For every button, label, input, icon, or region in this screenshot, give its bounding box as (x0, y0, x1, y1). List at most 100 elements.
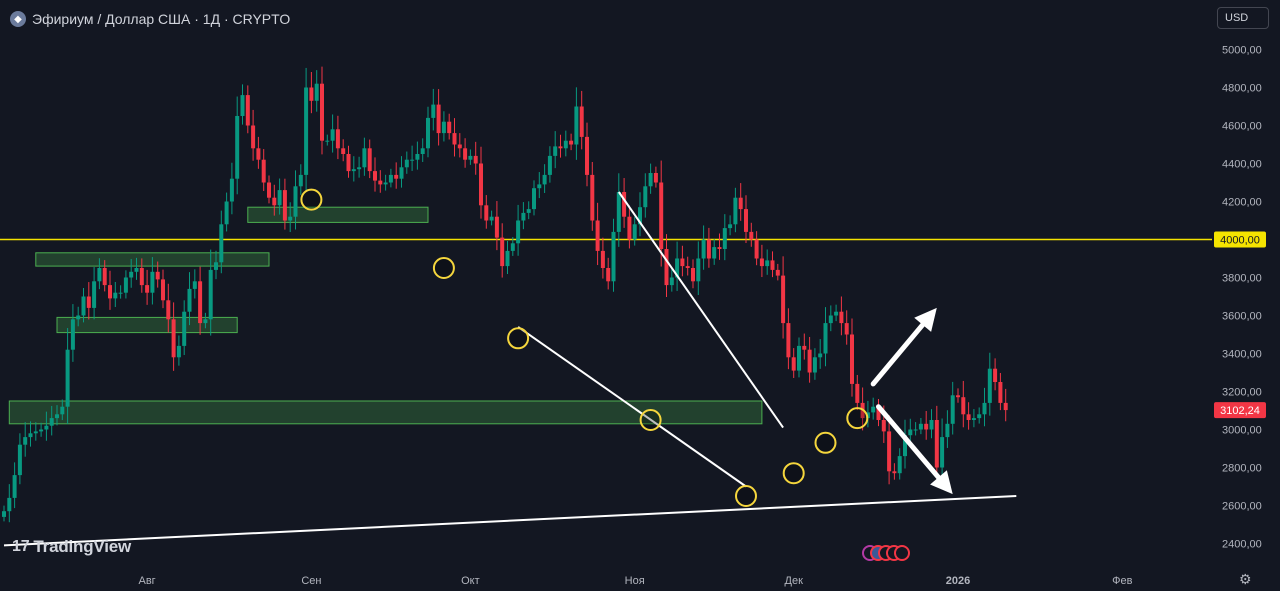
currency-button[interactable]: USD (1217, 7, 1269, 29)
candle-body (161, 279, 165, 301)
candle-body (288, 216, 293, 221)
highlight-circle (735, 485, 757, 507)
candle-body (717, 247, 722, 249)
candle-body (648, 173, 653, 187)
candle-body (918, 423, 923, 430)
x-tick-label: Авг (138, 575, 155, 587)
y-tick-label: 3400,00 (1222, 349, 1262, 361)
trendline (617, 191, 784, 429)
candle-body (463, 148, 468, 160)
candle-body (182, 311, 187, 346)
highlight-circle (300, 188, 323, 211)
candle-body (664, 249, 669, 286)
candle-body (81, 296, 86, 316)
candle-body (966, 414, 971, 420)
candle-body (585, 136, 589, 175)
candle-body (447, 121, 452, 134)
y-tick-label: 3800,00 (1222, 273, 1262, 285)
x-tick-label: Окт (461, 575, 480, 587)
highlight-circle (432, 257, 455, 279)
candle-body (855, 383, 860, 403)
candle-body (759, 258, 764, 267)
y-tick-label: 4600,00 (1222, 121, 1262, 133)
candle-body (929, 420, 934, 430)
trendline (3, 495, 1017, 547)
candle-body (240, 95, 245, 116)
candle-body (712, 247, 717, 259)
candle-body (373, 171, 377, 181)
highlight-circle (846, 407, 869, 430)
candle-body (65, 349, 70, 407)
y-tick-label: 3600,00 (1222, 311, 1262, 323)
candle-body (251, 125, 256, 149)
y-tick-label: 2600,00 (1222, 501, 1262, 513)
x-tick-label: Сен (301, 575, 321, 587)
symbol-title[interactable]: Эфириум / Доллар США · 1Д · CRYPTO (32, 11, 291, 27)
candle-body (696, 258, 701, 282)
events-icons[interactable] (862, 545, 910, 561)
candle-body (23, 437, 28, 445)
candle-body (823, 323, 828, 354)
candle-body (367, 148, 372, 172)
candle-body (818, 353, 823, 358)
candle-body (738, 197, 743, 210)
candle-body (722, 228, 727, 249)
candle-body (277, 190, 282, 206)
candle-body (526, 209, 531, 213)
candle-body (452, 133, 457, 145)
candle-body (871, 406, 876, 413)
candle-body (781, 275, 786, 324)
y-tick-label: 4400,00 (1222, 159, 1262, 171)
candle-body (547, 155, 552, 175)
candle-body (309, 87, 314, 101)
candle-body (765, 260, 770, 267)
y-tick-label: 4200,00 (1222, 197, 1262, 209)
highlight-circle (814, 431, 837, 454)
economic-event-icon[interactable] (894, 545, 910, 561)
candle-body (558, 146, 563, 149)
candle-body (267, 182, 271, 198)
candle-body (426, 117, 430, 149)
candle-body (346, 154, 351, 172)
watermark-text: TradingView (33, 537, 132, 556)
candle-body (229, 178, 234, 202)
ethereum-icon: ◆ (10, 11, 26, 27)
candle-body (76, 315, 81, 320)
candle-body (150, 271, 155, 293)
direction-arrow-up (870, 322, 926, 387)
gear-icon[interactable]: ⚙ (1239, 571, 1252, 587)
candle-body (479, 163, 483, 206)
candle-body (903, 435, 907, 457)
candle-body (436, 104, 441, 134)
candle-body (876, 406, 881, 420)
y-tick-label: 5000,00 (1222, 45, 1262, 57)
candle-body (404, 159, 409, 168)
candle-body (192, 281, 197, 289)
candle-body (108, 285, 112, 299)
candle-body (812, 357, 817, 373)
candle-body (208, 269, 213, 320)
candle-body (123, 277, 128, 293)
candle-body (176, 345, 181, 358)
candle-body (505, 250, 510, 267)
candle-body (357, 167, 362, 170)
candle-body (219, 224, 224, 263)
candle-body (691, 268, 695, 282)
candle-body (680, 258, 685, 267)
candle-body (950, 395, 955, 424)
tradingview-watermark: 17 TradingView (12, 537, 131, 557)
candle-body (256, 148, 261, 160)
candle-body (993, 368, 998, 382)
price-axis (1212, 0, 1280, 591)
candle-body (553, 146, 558, 156)
candle-body (330, 129, 335, 141)
candle-body (563, 140, 568, 149)
candle-body (956, 395, 960, 398)
candle-body (791, 357, 796, 371)
trendline (517, 326, 747, 488)
candle-body (828, 315, 833, 324)
candle-body (388, 174, 393, 183)
candle-body (139, 268, 144, 286)
tradingview-logo-icon: 17 (12, 538, 30, 555)
